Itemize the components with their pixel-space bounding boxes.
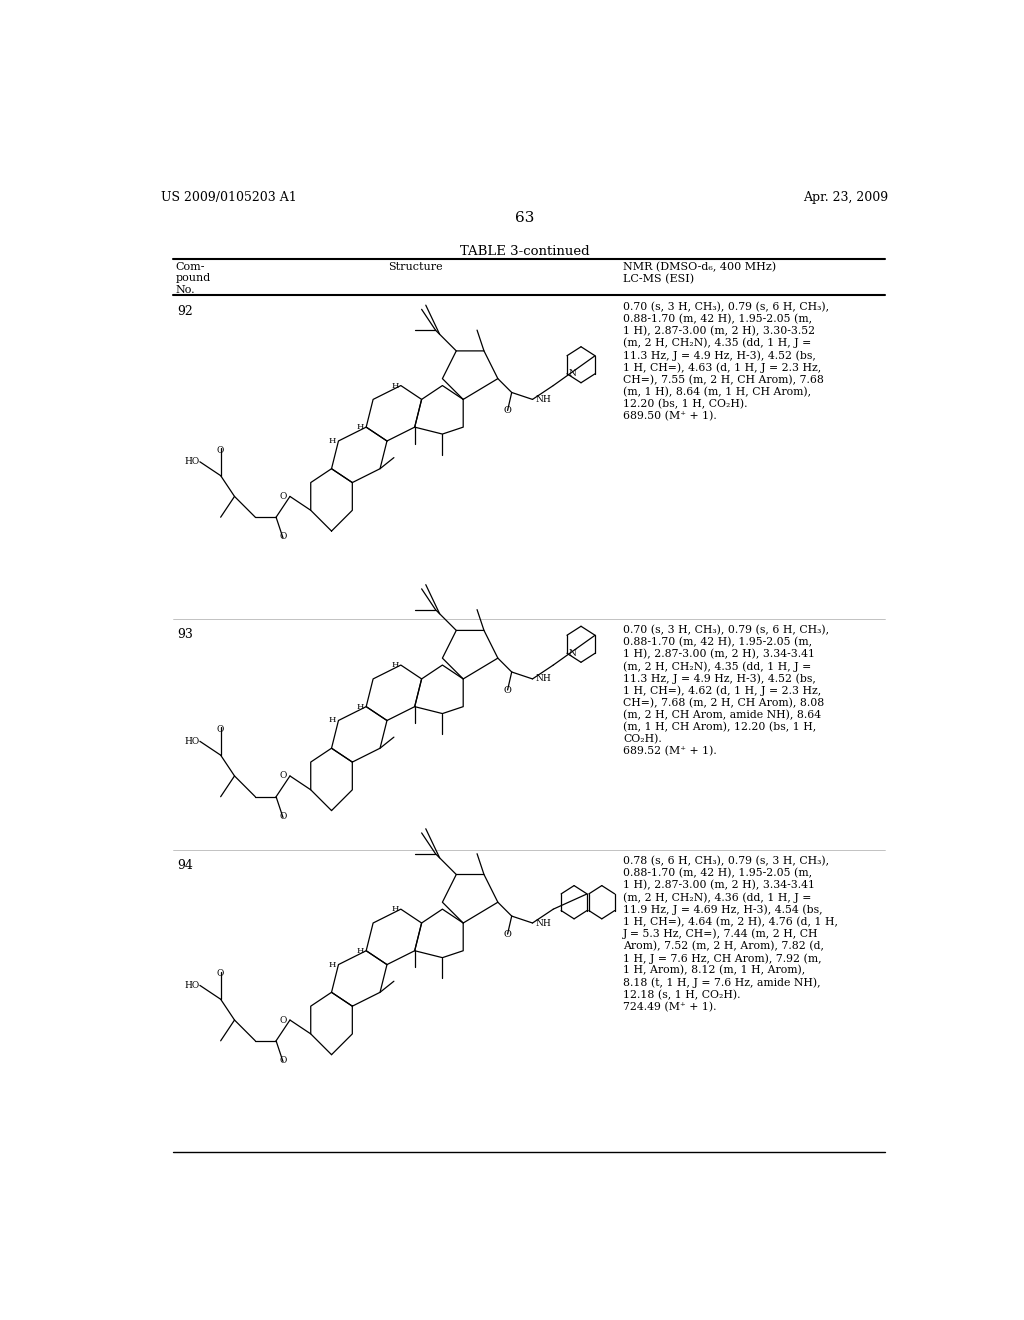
Text: NH: NH [536,395,551,404]
Text: 0.70 (s, 3 H, CH₃), 0.79 (s, 6 H, CH₃),
0.88-1.70 (m, 42 H), 1.95-2.05 (m,
1 H),: 0.70 (s, 3 H, CH₃), 0.79 (s, 6 H, CH₃), … [624,626,829,756]
Text: NMR (DMSO-d₆, 400 MHz)
LC-MS (ESI): NMR (DMSO-d₆, 400 MHz) LC-MS (ESI) [624,261,776,284]
Text: O: O [280,532,287,541]
Text: H: H [356,424,364,432]
Text: HO: HO [184,737,200,746]
Text: H: H [391,906,398,913]
Text: O: O [217,969,224,978]
Text: O: O [280,1015,287,1024]
Text: 92: 92 [177,305,193,318]
Text: H: H [329,961,336,969]
Text: 0.70 (s, 3 H, CH₃), 0.79 (s, 6 H, CH₃),
0.88-1.70 (m, 42 H), 1.95-2.05 (m,
1 H),: 0.70 (s, 3 H, CH₃), 0.79 (s, 6 H, CH₃), … [624,302,829,421]
Text: O: O [280,812,287,821]
Text: O: O [280,1056,287,1065]
Text: 63: 63 [515,211,535,224]
Text: Apr. 23, 2009: Apr. 23, 2009 [803,191,888,203]
Text: TABLE 3-continued: TABLE 3-continued [460,244,590,257]
Text: H: H [329,437,336,445]
Text: N: N [568,648,577,657]
Text: NH: NH [536,919,551,928]
Text: N: N [568,370,577,379]
Text: HO: HO [184,981,200,990]
Text: US 2009/0105203 A1: US 2009/0105203 A1 [162,191,297,203]
Text: O: O [504,685,512,694]
Text: H: H [391,661,398,669]
Text: O: O [504,929,512,939]
Text: Structure: Structure [388,261,442,272]
Text: O: O [280,492,287,500]
Text: O: O [504,407,512,414]
Text: O: O [280,771,287,780]
Text: 94: 94 [177,859,193,873]
Text: HO: HO [184,457,200,466]
Text: 93: 93 [177,628,193,642]
Text: O: O [217,446,224,454]
Text: H: H [329,717,336,725]
Text: 0.78 (s, 6 H, CH₃), 0.79 (s, 3 H, CH₃),
0.88-1.70 (m, 42 H), 1.95-2.05 (m,
1 H),: 0.78 (s, 6 H, CH₃), 0.79 (s, 3 H, CH₃), … [624,857,839,1012]
Text: H: H [356,946,364,954]
Text: O: O [217,725,224,734]
Text: NH: NH [536,675,551,684]
Text: H: H [356,702,364,710]
Text: Com-
pound
No.: Com- pound No. [175,261,211,294]
Text: H: H [391,381,398,389]
